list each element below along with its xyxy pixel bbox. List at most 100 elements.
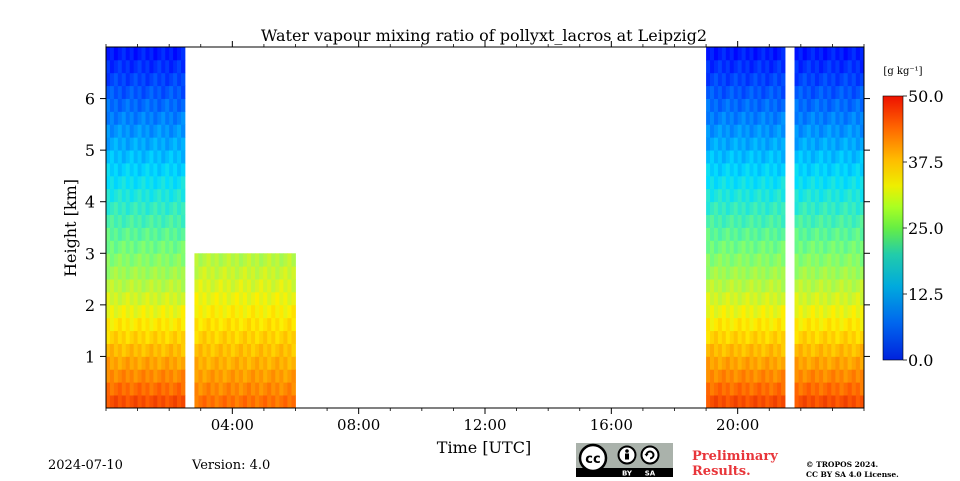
heatmap-cell — [149, 266, 154, 280]
heatmap-cell — [798, 85, 804, 99]
heatmap-cell — [798, 47, 804, 61]
heatmap-cell — [827, 111, 832, 125]
heatmap-cell — [710, 47, 715, 61]
heatmap-cell — [773, 98, 778, 112]
heatmap-cell — [761, 266, 766, 280]
heatmap-cell — [851, 111, 857, 125]
heatmap-cell — [855, 240, 861, 254]
heatmap-cell — [106, 188, 111, 203]
heatmap-cell — [810, 317, 816, 332]
heatmap-cell — [839, 111, 844, 125]
heatmap-cell — [798, 395, 804, 409]
heatmap-cell — [198, 330, 203, 344]
heatmap-cell — [251, 253, 256, 267]
heatmap-cell — [794, 227, 800, 241]
heatmap-cell — [802, 111, 808, 125]
heatmap-cell — [710, 59, 715, 74]
heatmap-cell — [827, 227, 832, 241]
heatmap-cell — [831, 98, 836, 112]
heatmap-cell — [706, 111, 711, 125]
heatmap-cell — [106, 266, 111, 280]
heatmap-cell — [794, 188, 800, 203]
heatmap-cell — [181, 343, 186, 357]
heatmap-cell — [741, 85, 746, 99]
heatmap-cell — [283, 317, 288, 332]
heatmap-cell — [729, 240, 735, 254]
heatmap-cell — [169, 214, 174, 228]
heatmap-cell — [141, 175, 146, 190]
heatmap-cell — [157, 85, 162, 99]
heatmap-cell — [794, 253, 800, 267]
heatmap-cell — [173, 72, 178, 87]
heatmap-cell — [733, 291, 739, 306]
heatmap-cell — [761, 59, 766, 74]
heatmap-cell — [761, 188, 766, 203]
heatmap-cell — [806, 330, 812, 344]
heatmap-cell — [234, 253, 240, 267]
heatmap-cell — [121, 137, 127, 151]
heatmap-cell — [855, 59, 861, 74]
heatmap-cell — [117, 72, 123, 87]
heatmap-cell — [823, 111, 828, 125]
heatmap-cell — [713, 111, 719, 125]
heatmap-cell — [145, 201, 150, 215]
heatmap-cell — [794, 291, 800, 306]
heatmap-cell — [706, 72, 711, 87]
heatmap-cell — [157, 266, 162, 280]
heatmap-cell — [773, 395, 778, 409]
heatmap-cell — [181, 330, 186, 344]
heatmap-cell — [129, 395, 135, 409]
heatmap-cell — [737, 343, 743, 357]
heatmap-cell — [753, 85, 758, 99]
heatmap-cell — [287, 279, 292, 293]
heatmap-cell — [169, 59, 174, 74]
heatmap-cell — [814, 317, 820, 332]
heatmap-cell — [106, 98, 111, 112]
heatmap-cell — [181, 188, 186, 203]
heatmap-cell — [706, 137, 711, 151]
heatmap-cell — [839, 356, 844, 370]
heatmap-cell — [798, 163, 804, 177]
heatmap-cell — [851, 343, 857, 357]
heatmap-cell — [843, 47, 849, 61]
heatmap-cell — [781, 124, 786, 138]
heatmap-cell — [835, 304, 840, 319]
heatmap-cell — [145, 72, 150, 87]
heatmap-cell — [835, 201, 840, 215]
heatmap-cell — [137, 188, 142, 203]
heatmap-cell — [255, 317, 260, 332]
heatmap-cell — [121, 291, 127, 306]
heatmap-cell — [810, 369, 816, 383]
heatmap-cell — [798, 317, 804, 332]
heatmap-cell — [823, 175, 828, 190]
heatmap-cell — [806, 266, 812, 280]
heatmap-cell — [733, 72, 739, 87]
heatmap-cell — [757, 188, 762, 203]
heatmap-cell — [117, 240, 123, 254]
heatmap-cell — [757, 382, 762, 396]
heatmap-cell — [859, 240, 865, 254]
heatmap-cell — [733, 175, 739, 190]
heatmap-cell — [757, 98, 762, 112]
heatmap-cell — [141, 72, 146, 87]
heatmap-cell — [737, 85, 743, 99]
heatmap-cell — [255, 253, 260, 267]
heatmap-cell — [230, 266, 236, 280]
heatmap-cell — [814, 111, 820, 125]
heatmap-cell — [706, 330, 711, 344]
heatmap-cell — [106, 175, 111, 190]
heatmap-cell — [769, 369, 774, 383]
heatmap-cell — [741, 163, 746, 177]
heatmap-cell — [827, 201, 832, 215]
colorbar-tick-label: 37.5 — [908, 153, 944, 172]
heatmap-cell — [177, 356, 182, 370]
heatmap-cell — [109, 175, 115, 190]
license-line: CC BY SA 4.0 License. — [806, 470, 899, 479]
heatmap-cell — [169, 266, 174, 280]
heatmap-cell — [847, 266, 853, 280]
heatmap-cell — [798, 59, 804, 74]
heatmap-cell — [157, 369, 162, 383]
heatmap-cell — [823, 188, 828, 203]
heatmap-cell — [141, 47, 146, 61]
heatmap-cell — [765, 317, 770, 332]
